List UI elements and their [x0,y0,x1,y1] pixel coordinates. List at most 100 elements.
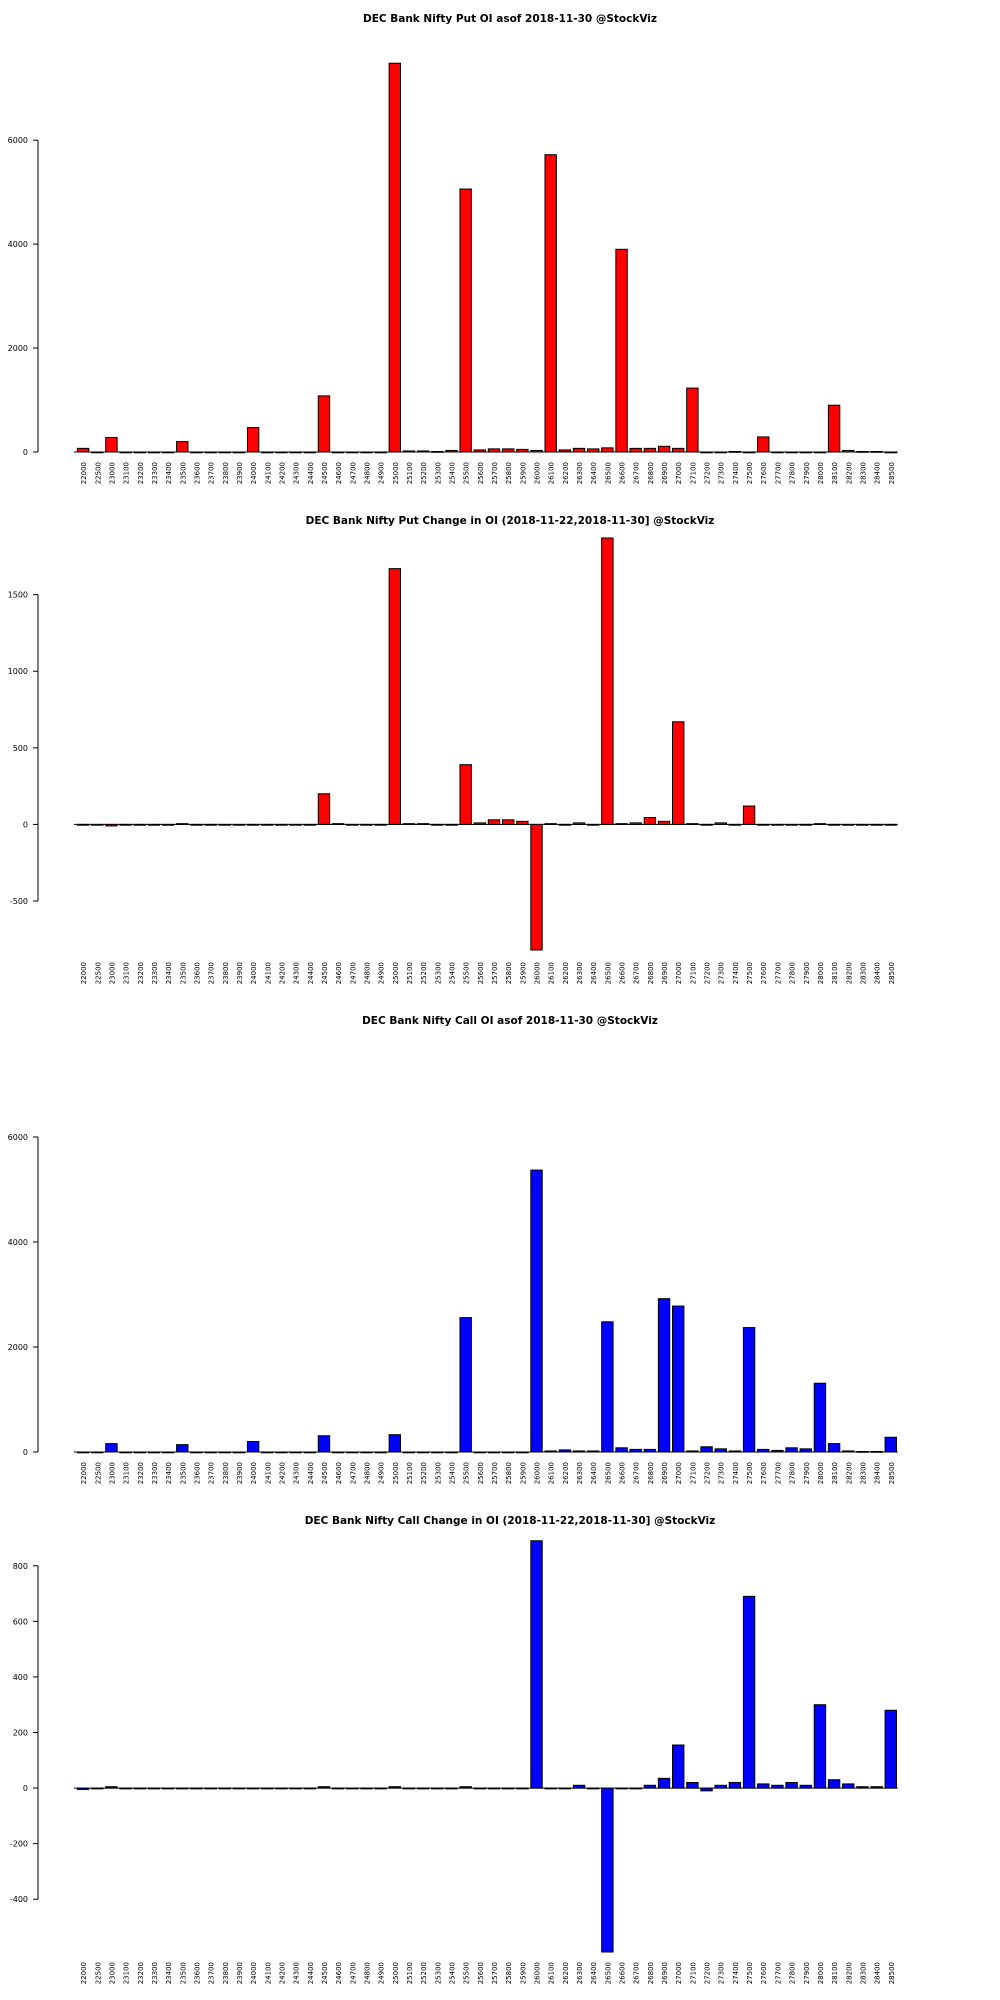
bar-26700 [629,1448,642,1453]
x-tick-label: 23700 [208,962,216,984]
x-tick-label: 25000 [392,1962,400,1984]
bar-23300 [147,451,161,454]
y-tick-label: 1500 [8,591,28,600]
y-tick-label: 600 [13,1617,28,1626]
x-tick-label: 23600 [193,1462,201,1484]
bar-25600 [473,449,487,453]
x-tick-label: 23700 [208,1962,216,1984]
bar-24900 [374,451,387,454]
bar-23000 [105,436,118,453]
x-tick-label: 25300 [434,462,442,484]
x-tick-label: 27300 [718,1462,726,1484]
bar-26400 [587,448,600,453]
bar-24800 [360,1451,373,1454]
x-tick-label: 24300 [293,1462,301,1484]
x-tick-label: 25300 [434,962,442,984]
x-tick-label: 22500 [94,1462,102,1484]
x-tick-label: 28100 [831,962,839,984]
bar-27400 [728,450,742,453]
x-tick-label: 24600 [335,962,343,984]
bar-27500 [742,451,756,454]
x-tick-label: 28000 [817,462,825,484]
x-tick-label: 27600 [760,462,768,484]
x-tick-label: 28300 [859,1962,867,1984]
x-tick-label: 27200 [704,1462,712,1484]
x-tick-label: 27800 [789,1962,797,1984]
x-tick-label: 26300 [576,1462,584,1484]
x-tick-label: 26300 [576,962,584,984]
x-tick-label: 24900 [378,962,386,984]
bar-23100 [119,451,132,454]
x-tick-label: 24300 [293,1962,301,1984]
x-tick-label: 28500 [888,1462,896,1484]
x-tick-label: 24600 [335,462,343,484]
x-tick-label: 25100 [406,462,414,484]
x-tick-label: 28300 [859,1462,867,1484]
x-tick-label: 26700 [633,1962,641,1984]
bar-24500 [317,395,331,453]
bar-27400 [728,1782,742,1789]
x-tick-label: 28400 [874,962,882,984]
x-tick-label: 24900 [378,462,386,484]
x-tick-label: 22000 [80,1462,88,1484]
x-tick-label: 25600 [477,462,485,484]
bar-28200 [842,1450,855,1453]
x-tick-label: 28400 [874,1962,882,1984]
x-tick-label: 23600 [193,1962,201,1984]
bar-26200 [558,449,572,453]
x-tick-label: 27900 [803,1962,811,1984]
bar-26600 [615,1447,628,1453]
bar-28000 [813,1704,827,1789]
x-tick-label: 26500 [604,962,612,984]
x-tick-label: 23300 [151,962,159,984]
x-tick-label: 25000 [392,962,400,984]
bar-27800 [785,1782,798,1789]
bar-27700 [771,451,784,454]
bar-26800 [643,1784,657,1789]
bar-23900 [232,823,246,826]
bar-27600 [757,436,770,453]
bar-23000 [105,1786,118,1789]
x-tick-label: 23100 [123,1462,131,1484]
bar-28300 [856,450,869,453]
bar-25800 [501,819,515,825]
bar-26300 [572,447,586,453]
bar-23100 [119,823,132,826]
bar-24300 [289,1451,302,1454]
bar-27300 [714,1448,727,1453]
bar-25300 [431,1787,444,1790]
x-tick-label: 27100 [689,1462,697,1484]
x-tick-label: 25900 [519,1462,527,1484]
x-tick-label: 24400 [307,1462,315,1484]
x-tick-label: 23900 [236,462,244,484]
x-tick-label: 27700 [774,962,782,984]
bar-24100 [261,823,274,826]
bar-23900 [232,451,246,454]
bar-28000 [813,823,827,825]
bar-26000 [530,449,543,453]
x-tick-label: 23600 [193,962,201,984]
x-tick-label: 25500 [463,1462,471,1484]
bar-23600 [190,823,203,826]
x-tick-label: 24600 [335,1962,343,1984]
x-tick-label: 26900 [661,962,669,984]
bar-27000 [672,1305,685,1453]
x-tick-label: 27700 [774,1962,782,1984]
x-tick-label: 25300 [434,1462,442,1484]
x-tick-label: 24600 [335,1462,343,1484]
x-tick-label: 26800 [647,1962,655,1984]
x-tick-label: 25600 [477,1462,485,1484]
y-tick-label: 6000 [8,136,28,145]
bar-23500 [176,823,189,825]
bar-22000 [76,1787,90,1790]
x-tick-label: 27900 [803,1462,811,1484]
bar-22500 [91,1787,104,1790]
x-tick-label: 25800 [505,462,513,484]
chart-title: DEC Bank Nifty Call Change in OI (2018-1… [305,1515,716,1527]
bar-27900 [799,823,812,826]
x-tick-label: 23200 [137,1962,145,1984]
bar-27400 [728,823,742,826]
bar-27100 [686,823,699,825]
x-tick-label: 27900 [803,462,811,484]
x-tick-label: 28100 [831,1962,839,1984]
